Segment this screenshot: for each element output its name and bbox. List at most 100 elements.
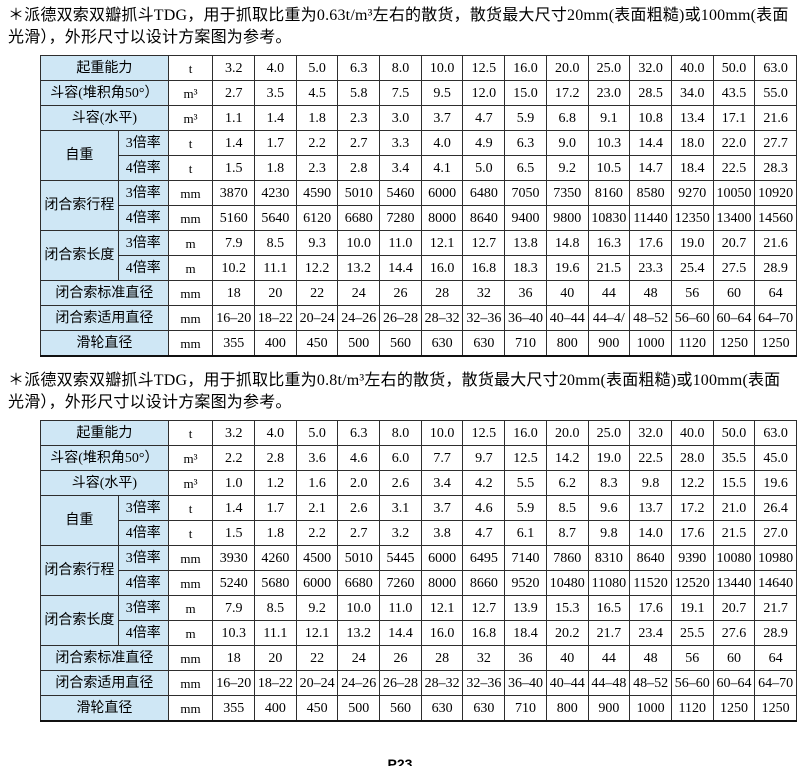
value-cell: 4.7: [462, 520, 506, 546]
value-cell: 10.5: [587, 155, 631, 181]
value-cell: 22.0: [712, 130, 756, 156]
value-cell: 17.1: [712, 105, 756, 131]
value-cell: 24: [337, 645, 381, 671]
value-cell: 19.6: [545, 255, 589, 281]
row-label: 闭合索标准直径: [40, 645, 169, 671]
unit-cell: m³: [167, 445, 214, 471]
value-cell: 1000: [629, 330, 672, 357]
value-cell: 12350: [670, 205, 714, 231]
value-cell: 12.5: [504, 445, 547, 471]
value-cell: 8660: [462, 570, 506, 596]
value-cell: 6000: [420, 180, 464, 206]
value-cell: 7.9: [212, 230, 256, 256]
row-group-label: 闭合索长度: [40, 595, 119, 646]
value-cell: 3.6: [295, 445, 339, 471]
value-cell: 4.5: [295, 80, 339, 106]
value-cell: 48: [629, 280, 672, 306]
value-cell: 25.5: [670, 620, 714, 646]
value-cell: 27.5: [712, 255, 756, 281]
value-cell: 32.0: [629, 420, 672, 446]
value-cell: 1.0: [212, 470, 256, 496]
value-cell: 28–32: [420, 670, 464, 696]
table-row: 滑轮直径 mm 355 400 450 500 560 630 630 710 800 900 1000…: [40, 695, 797, 722]
value-cell: 4230: [254, 180, 297, 206]
value-cell: 6.8: [545, 105, 589, 131]
value-cell: 28.9: [754, 620, 797, 646]
value-cell: 630: [462, 330, 506, 357]
row-sublabel: 3倍率: [117, 545, 169, 571]
row-label: 闭合索标准直径: [40, 280, 169, 306]
value-cell: 16–20: [212, 305, 256, 331]
value-cell: 26: [379, 280, 422, 306]
value-cell: 10480: [545, 570, 589, 596]
value-cell: 14.7: [629, 155, 672, 181]
value-cell: 5460: [379, 180, 422, 206]
value-cell: 2.8: [337, 155, 381, 181]
value-cell: 14.0: [629, 520, 672, 546]
value-cell: 12.1: [420, 230, 464, 256]
value-cell: 8000: [420, 205, 464, 231]
value-cell: 8310: [587, 545, 631, 571]
value-cell: 1250: [754, 330, 797, 357]
value-cell: 10080: [712, 545, 756, 571]
value-cell: 26.4: [754, 495, 797, 521]
value-cell: 18–22: [254, 670, 297, 696]
value-cell: 32.0: [629, 55, 672, 81]
unit-cell: m: [167, 230, 214, 256]
value-cell: 16.5: [587, 595, 631, 621]
value-cell: 55.0: [754, 80, 797, 106]
value-cell: 9390: [670, 545, 714, 571]
value-cell: 20: [254, 645, 297, 671]
value-cell: 7.7: [420, 445, 464, 471]
value-cell: 2.3: [295, 155, 339, 181]
value-cell: 4500: [295, 545, 339, 571]
table-row: 斗容(水平) m³ 1.0 1.2 1.6 2.0 2.6 3.4 4.2 5.5 6.2 8.3 9.…: [40, 470, 797, 496]
value-cell: 9.0: [545, 130, 589, 156]
intro-paragraph: ＊派德双索双瓣抓斗TDG，用于抓取比重为0.63t/m³左右的散货，散货最大尺寸…: [8, 7, 789, 46]
table-row: 闭合索行程 3倍率 mm 3930 4260 4500 5010 5445 6000 6495 71…: [40, 545, 797, 596]
value-cell: 9520: [504, 570, 547, 596]
value-cell: 21.5: [587, 255, 631, 281]
value-cell: 36: [504, 280, 547, 306]
value-cell: 63.0: [754, 420, 797, 446]
value-cell: 17.6: [629, 595, 672, 621]
value-cell: 23.4: [629, 620, 672, 646]
value-cell: 1.8: [295, 105, 339, 131]
value-cell: 63.0: [754, 55, 797, 81]
value-cell: 17.6: [670, 520, 714, 546]
value-cell: 4260: [254, 545, 297, 571]
value-cell: 5.8: [337, 80, 381, 106]
value-cell: 10.0: [420, 55, 464, 81]
value-cell: 25.0: [587, 420, 631, 446]
value-cell: 23.3: [629, 255, 672, 281]
table-row: 闭合索行程 3倍率 mm 3870 4230 4590 5010 5460 6000 6480 70…: [40, 180, 797, 231]
value-cell: 8000: [420, 570, 464, 596]
value-cell: 630: [462, 695, 506, 722]
value-cell: 13.4: [670, 105, 714, 131]
value-cell: 40.0: [670, 55, 714, 81]
value-cell: 18–22: [254, 305, 297, 331]
value-cell: 40.0: [670, 420, 714, 446]
value-cell: 18.4: [670, 155, 714, 181]
value-cell: 32: [462, 645, 506, 671]
value-cell: 28: [420, 645, 464, 671]
unit-cell: mm: [167, 570, 214, 596]
value-cell: 14.4: [629, 130, 672, 156]
value-cell: 3.4: [420, 470, 464, 496]
value-cell: 3.0: [379, 105, 422, 131]
value-cell: 10920: [754, 180, 797, 206]
value-cell: 630: [420, 695, 464, 722]
value-cell: 11.0: [379, 595, 422, 621]
value-cell: 1.4: [212, 130, 256, 156]
table-row: 自重 3倍率 t 1.4 1.7 2.1 2.6 3.1 3.7 4.6 5.9 8.5 9.6 13.7…: [40, 495, 797, 546]
value-cell: 43.5: [712, 80, 756, 106]
row-sublabel: 3倍率: [117, 495, 169, 521]
value-cell: 4.0: [254, 420, 297, 446]
value-cell: 6680: [337, 570, 381, 596]
table-row: 斗容(水平) m³ 1.1 1.4 1.8 2.3 3.0 3.7 4.7 5.9 6.8 9.1 10…: [40, 105, 797, 131]
value-cell: 6000: [295, 570, 339, 596]
value-cell: 40–44: [545, 305, 589, 331]
value-cell: 6.5: [504, 155, 547, 181]
value-cell: 2.0: [337, 470, 381, 496]
value-cell: 6.2: [545, 470, 589, 496]
